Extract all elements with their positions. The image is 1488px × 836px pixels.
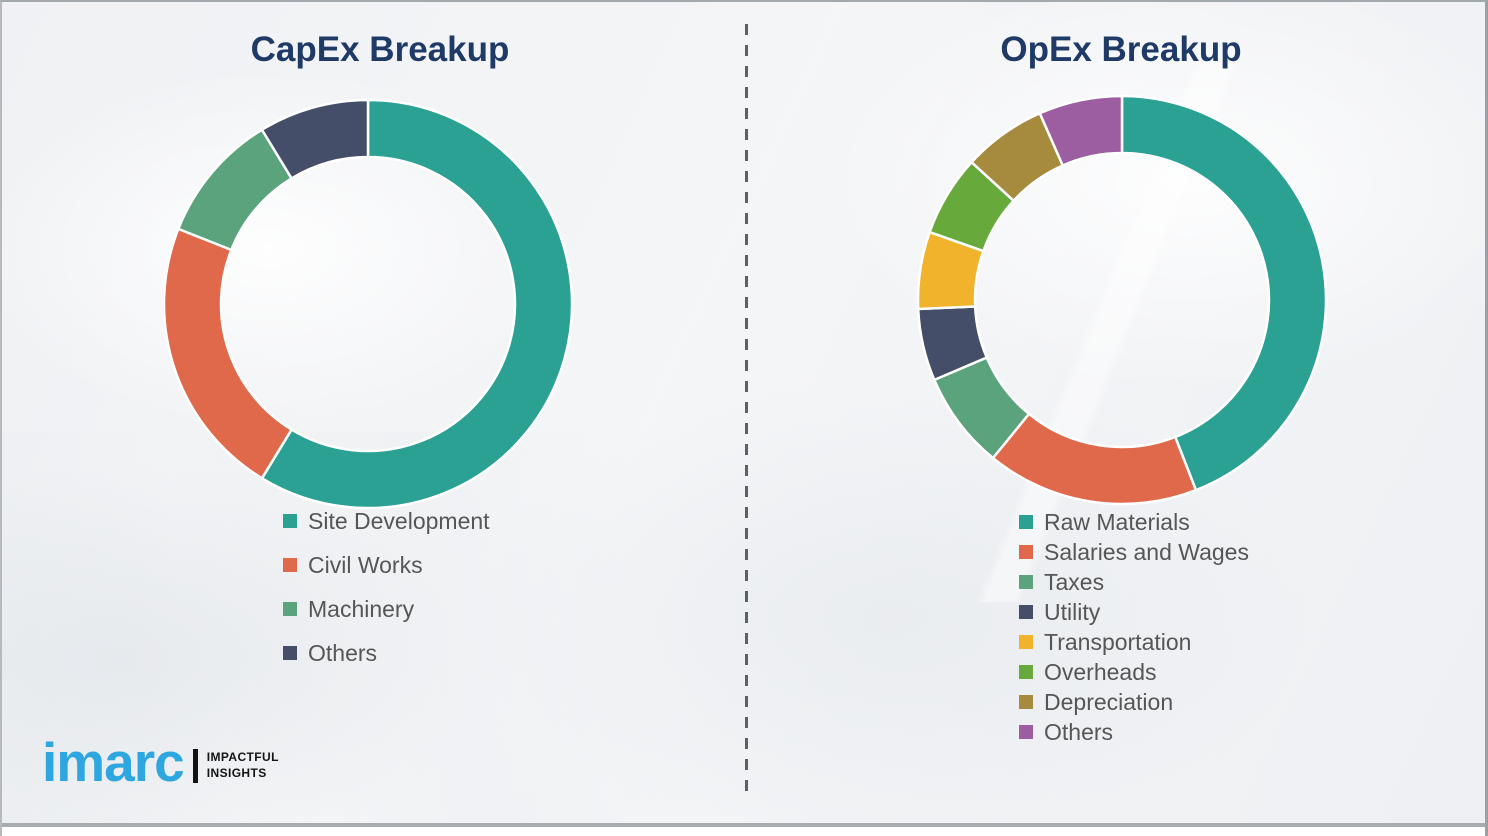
legend-swatch-icon — [1019, 635, 1033, 649]
legend-label: Salaries and Wages — [1044, 538, 1249, 565]
legend-item-transportation: Transportation — [1019, 628, 1249, 655]
donut-segment-raw-materials — [1120, 94, 1328, 492]
donut-segment-civil-works — [162, 227, 294, 480]
legend-swatch-icon — [1019, 665, 1033, 679]
legend-label: Civil Works — [308, 551, 423, 578]
legend-swatch-icon — [1019, 515, 1033, 529]
legend-item-salaries-and-wages: Salaries and Wages — [1019, 538, 1249, 565]
donut-segment-others — [260, 98, 370, 181]
legend-label: Transportation — [1044, 628, 1192, 655]
opex-legend: Raw Materials Salaries and Wages Taxes Util… — [1019, 508, 1249, 750]
legend-item-overheads: Overheads — [1019, 658, 1249, 685]
legend-swatch-icon — [283, 646, 297, 660]
opex-title: OpEx Breakup — [1000, 30, 1242, 69]
legend-swatch-icon — [1019, 545, 1033, 559]
legend-item-taxes: Taxes — [1019, 568, 1249, 595]
legend-label: Machinery — [308, 595, 415, 622]
legend-swatch-icon — [1019, 575, 1033, 589]
legend-swatch-icon — [283, 514, 297, 528]
legend-swatch-icon — [1019, 605, 1033, 619]
legend-swatch-icon — [283, 602, 297, 616]
legend-item-raw-materials: Raw Materials — [1019, 508, 1249, 535]
legend-swatch-icon — [1019, 725, 1033, 739]
imarc-logo-wordmark: imarc — [42, 731, 185, 793]
donut-segment-others — [1038, 94, 1124, 168]
legend-label: Others — [1044, 718, 1114, 745]
legend-label: Depreciation — [1044, 688, 1174, 715]
imarc-logo: imarc IMPACTFUL INSIGHTS — [42, 735, 279, 790]
capex-donut-chart — [160, 96, 576, 512]
legend-item-depreciation: Depreciation — [1019, 688, 1249, 715]
donut-segment-salaries-and-wages — [991, 412, 1198, 506]
legend-item-site-development: Site Development — [283, 507, 490, 534]
capex-title: CapEx Breakup — [250, 30, 510, 69]
legend-swatch-icon — [283, 558, 297, 572]
donut-segment-site-development — [260, 98, 574, 510]
bottom-border — [2, 823, 1485, 827]
legend-item-utility: Utility — [1019, 598, 1249, 625]
legend-swatch-icon — [1019, 695, 1033, 709]
tagline-line-1: IMPACTFUL — [206, 749, 279, 764]
legend-label: Site Development — [308, 507, 490, 534]
tagline-line-2: INSIGHTS — [206, 765, 267, 780]
dashed-divider — [745, 24, 748, 792]
legend-label: Raw Materials — [1044, 508, 1190, 535]
legend-label: Others — [308, 639, 378, 666]
legend-item-civil-works: Civil Works — [283, 551, 490, 578]
legend-label: Utility — [1044, 598, 1101, 625]
imarc-logo-tagline: IMPACTFUL INSIGHTS — [207, 750, 279, 781]
legend-item-others: Others — [283, 639, 490, 666]
legend-item-machinery: Machinery — [283, 595, 490, 622]
legend-item-others: Others — [1019, 718, 1249, 745]
opex-donut-chart — [914, 92, 1330, 508]
imarc-logo-divider-bar — [192, 748, 198, 783]
legend-label: Overheads — [1044, 658, 1157, 685]
capex-legend: Site Development Civil Works Machinery Othe… — [283, 507, 490, 685]
legend-label: Taxes — [1044, 568, 1105, 595]
